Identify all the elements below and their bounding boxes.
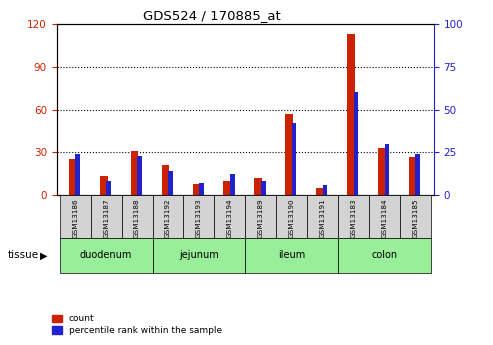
- Text: tissue: tissue: [7, 250, 38, 260]
- Bar: [385, 144, 389, 195]
- Bar: [254, 178, 262, 195]
- Bar: [292, 123, 296, 195]
- Bar: [100, 176, 107, 195]
- Bar: [69, 159, 76, 195]
- Bar: [409, 157, 417, 195]
- Bar: [378, 148, 386, 195]
- Text: colon: colon: [371, 250, 397, 260]
- Bar: [245, 195, 276, 238]
- Bar: [183, 195, 214, 238]
- Text: GSM13190: GSM13190: [288, 198, 295, 238]
- Bar: [369, 195, 400, 238]
- Bar: [193, 184, 200, 195]
- Bar: [338, 238, 431, 273]
- Text: GSM13194: GSM13194: [227, 198, 233, 238]
- Bar: [137, 156, 142, 195]
- Text: GSM13193: GSM13193: [196, 198, 202, 238]
- Text: jejunum: jejunum: [179, 250, 219, 260]
- Bar: [353, 92, 358, 195]
- Bar: [276, 195, 307, 238]
- Bar: [131, 151, 139, 195]
- Bar: [338, 195, 369, 238]
- Bar: [152, 195, 183, 238]
- Text: GSM13186: GSM13186: [72, 198, 78, 238]
- Bar: [60, 238, 152, 273]
- Text: GSM13184: GSM13184: [382, 198, 387, 238]
- Bar: [122, 195, 152, 238]
- Text: GSM13187: GSM13187: [103, 198, 109, 238]
- Bar: [60, 195, 91, 238]
- Text: ileum: ileum: [278, 250, 305, 260]
- Text: GSM13191: GSM13191: [319, 198, 325, 238]
- Text: GSM13192: GSM13192: [165, 198, 171, 238]
- Text: ▶: ▶: [39, 250, 47, 260]
- Legend: count, percentile rank within the sample: count, percentile rank within the sample: [49, 311, 225, 339]
- Bar: [316, 188, 324, 195]
- Text: GSM13183: GSM13183: [351, 198, 356, 238]
- Bar: [162, 165, 170, 195]
- Bar: [323, 185, 327, 195]
- Bar: [223, 181, 231, 195]
- Bar: [307, 195, 338, 238]
- Bar: [347, 34, 355, 195]
- Text: GSM13188: GSM13188: [134, 198, 140, 238]
- Bar: [245, 238, 338, 273]
- Bar: [91, 195, 122, 238]
- Text: GSM13185: GSM13185: [412, 198, 418, 238]
- Bar: [230, 175, 235, 195]
- Bar: [152, 238, 246, 273]
- Text: GSM13189: GSM13189: [258, 198, 264, 238]
- Bar: [168, 171, 173, 195]
- Bar: [199, 183, 204, 195]
- Bar: [214, 195, 245, 238]
- Bar: [285, 114, 293, 195]
- Bar: [416, 154, 420, 195]
- Text: duodenum: duodenum: [80, 250, 132, 260]
- Bar: [400, 195, 431, 238]
- Bar: [261, 181, 266, 195]
- Text: GDS524 / 170885_at: GDS524 / 170885_at: [143, 9, 281, 22]
- Bar: [75, 154, 80, 195]
- Bar: [106, 181, 111, 195]
